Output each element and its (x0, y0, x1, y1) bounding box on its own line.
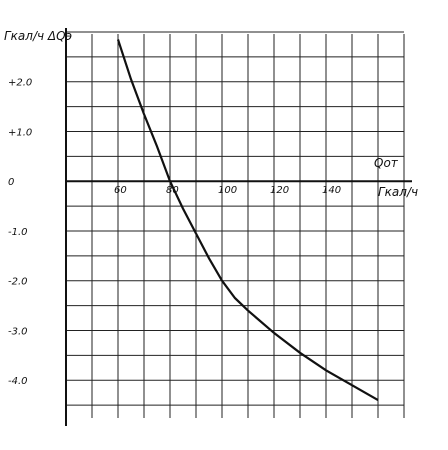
y-tick-label: 0 (8, 177, 14, 188)
y-tick-label: -1.0 (8, 227, 28, 238)
x-tick-label: 60 (114, 185, 127, 196)
x-axis-unit: Гкал/ч (378, 185, 418, 199)
x-tick-label: 140 (322, 185, 341, 196)
grid (66, 31, 405, 418)
y-tick-label: -4.0 (8, 376, 28, 387)
y-axis-label: Гкал/ч ΔQэ (4, 29, 72, 43)
labels: 60 80 100 120 140 +2.0 +1.0 0 -1.0 -2.0 -3.0 -4.0 (8, 78, 341, 387)
axes (65, 28, 412, 426)
y-tick-label: -2.0 (8, 277, 28, 288)
y-tick-label: +1.0 (8, 127, 32, 138)
y-tick-label: +2.0 (8, 78, 32, 89)
x-tick-label: 120 (270, 185, 289, 196)
data-curve (116, 39, 379, 402)
x-tick-label: 80 (166, 185, 179, 196)
x-axis-symbol: Qот (374, 156, 399, 170)
curve-layer (116, 39, 379, 402)
x-tick-label: 100 (218, 185, 237, 196)
y-tick-label: -3.0 (8, 326, 28, 337)
